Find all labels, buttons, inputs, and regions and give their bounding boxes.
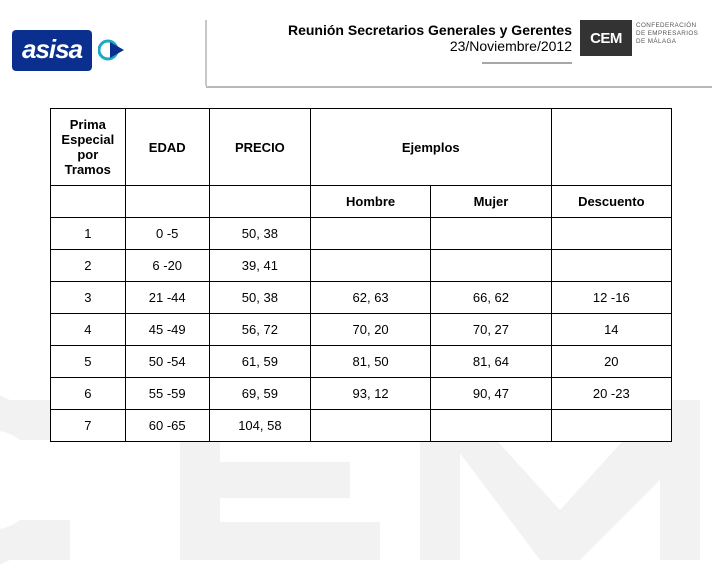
- arrow-icon: [98, 36, 126, 64]
- logo-asisa: asisa: [12, 24, 202, 76]
- logo-cem: CEM CONFEDERACIÓN DE EMPRESARIOS DE MÁLA…: [580, 20, 710, 82]
- table-row: 2 6 -20 39, 41: [51, 250, 672, 282]
- header: asisa Reunión Secretarios Generales y Ge…: [0, 8, 720, 88]
- title-underline: [317, 62, 572, 64]
- table-row: 1 0 -5 50, 38: [51, 218, 672, 250]
- table-row: 4 45 -49 56, 72 70, 20 70, 27 14: [51, 314, 672, 346]
- th-edad: EDAD: [125, 109, 209, 186]
- table-row: 7 60 -65 104, 58: [51, 410, 672, 442]
- header-title-block: Reunión Secretarios Generales y Gerentes…: [288, 22, 572, 54]
- th-precio: PRECIO: [209, 109, 310, 186]
- th-mujer: Mujer: [431, 186, 551, 218]
- page-date: 23/Noviembre/2012: [288, 38, 572, 54]
- header-rule: [206, 86, 712, 88]
- table-row: 3 21 -44 50, 38 62, 63 66, 62 12 -16: [51, 282, 672, 314]
- logo-cem-box: CEM: [580, 20, 632, 56]
- page-title: Reunión Secretarios Generales y Gerentes: [288, 22, 572, 38]
- th-descuento: Descuento: [551, 186, 671, 218]
- table-row: 6 55 -59 69, 59 93, 12 90, 47 20 -23: [51, 378, 672, 410]
- header-vertical-rule: [205, 20, 207, 86]
- th-blank: [551, 109, 671, 186]
- table-row: 5 50 -54 61, 59 81, 50 81, 64 20: [51, 346, 672, 378]
- th-ejemplos: Ejemplos: [310, 109, 551, 186]
- pricing-table: Prima Especial por Tramos EDAD PRECIO Ej…: [50, 108, 672, 442]
- th-hombre: Hombre: [310, 186, 430, 218]
- th-prima: Prima Especial por Tramos: [51, 109, 126, 186]
- logo-cem-subtitle: CONFEDERACIÓN DE EMPRESARIOS DE MÁLAGA: [636, 22, 698, 46]
- logo-asisa-text: asisa: [12, 30, 92, 71]
